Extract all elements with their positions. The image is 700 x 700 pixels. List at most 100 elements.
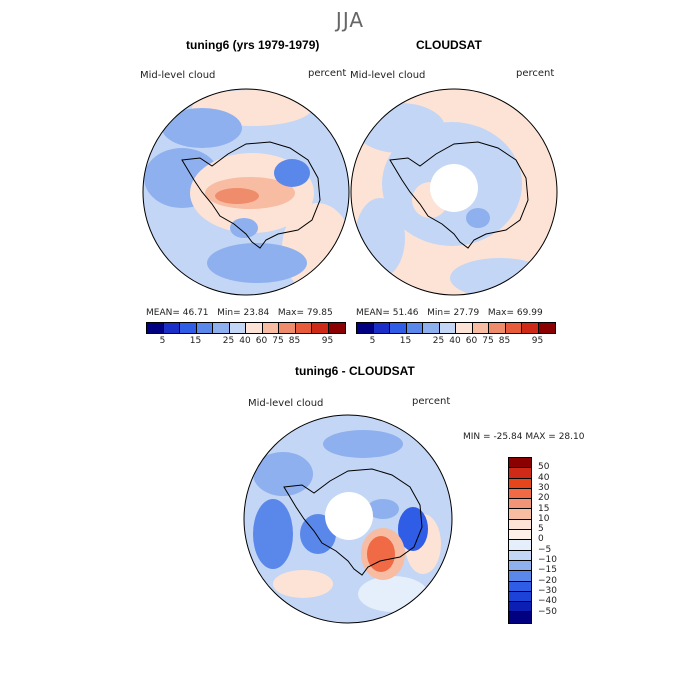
panel2-polar-map [350,88,558,296]
colorbar-swatch [509,468,531,479]
colorbar-swatch [522,323,539,333]
map2-anomaly-south [450,258,550,295]
colorbar-swatch [472,323,489,333]
map3-high-core [367,536,395,572]
colorbar-swatch [509,530,531,541]
colorbar-swatch [147,323,164,333]
panel2-min-label: Min= [427,308,451,318]
map3-low-region-east [398,507,428,551]
colorbar-tick-label: −50 [538,606,557,617]
colorbar-tick-label: −15 [538,565,557,576]
panel3-min-value: -25.84 [493,432,523,442]
map1-anomaly-south [207,243,307,283]
colorbar-tick-label: 0 [538,534,544,545]
panel1-min-value: 23.84 [243,308,270,318]
colorbar-tick-label: 15 [538,503,550,514]
colorbar-swatch [509,499,531,510]
colorbar-swatch [295,323,312,333]
colorbar-tick-label: 15 [399,336,412,346]
colorbar-tick-label: −5 [538,544,552,555]
colorbar-swatch [509,488,531,500]
panel1-stats: MEAN= 46.71 Min= 23.84 Max= 79.85 [146,308,333,318]
panel1-max-label: Max= [277,308,305,318]
panel1-polar-map [142,88,350,296]
season-title: JJA [335,8,365,32]
colorbar-swatch [489,323,506,333]
colorbar-swatch [509,571,531,582]
colorbar-swatch [538,323,555,333]
panel2-max-value: 69.99 [516,308,543,318]
colorbar-tick-label: 85 [498,336,511,346]
map2-missing-data-pole [430,164,478,212]
colorbar-swatch [509,591,531,603]
colorbar-tick-label: 60 [255,336,268,346]
map3-anomaly-southwest [273,570,333,598]
map3-missing-data-pole [325,492,373,540]
panel1-max-value: 79.85 [306,308,333,318]
colorbar-swatch [246,323,263,333]
colorbar-swatch [509,540,531,551]
colorbar-swatch [509,458,531,469]
colorbar-tick-label: 25 [432,336,445,346]
colorbar-tick-label: 5 [538,524,544,535]
map1-peak-core [215,188,259,204]
colorbar-tick-label: −10 [538,555,557,565]
colorbar-swatch [439,323,456,333]
map3-anomaly-west [253,499,293,569]
colorbar-swatch [509,581,531,592]
colorbar-swatch [509,560,531,572]
colorbar-swatch [279,323,296,333]
colorbar-tick-label: 60 [465,336,478,346]
colorbar-swatch [262,323,279,333]
map3-low-region-north [367,499,399,519]
panel2-units: percent [516,68,555,79]
panel1-units: percent [308,68,347,79]
map2-boundary [350,88,558,296]
panel2-colorbar [356,322,556,334]
colorbar-tick-label: 75 [482,336,494,346]
colorbar-swatch [229,323,246,333]
colorbar-tick-label: 40 [538,472,550,483]
map1-low-region-south [230,218,258,238]
map1-anomaly-northwest [162,108,242,148]
panel1-mean-label: MEAN= [146,308,180,318]
colorbar-tick-label: 5 [159,336,166,346]
panel1-title: tuning6 (yrs 1979-1979) [186,38,320,52]
panel3-stats: MIN = -25.84 MAX = 28.10 [463,432,584,442]
colorbar-swatch [509,519,531,531]
colorbar-tick-label: 15 [189,336,202,346]
panel3-field-label: Mid-level cloud [248,398,324,409]
colorbar-tick-label: 10 [538,513,550,524]
colorbar-tick-label: −30 [538,585,557,596]
colorbar-swatch [423,323,440,333]
panel3-polar-map [243,414,453,624]
map3-anomaly-south [358,576,428,612]
colorbar-tick-label: 40 [239,336,251,346]
colorbar-swatch [509,602,531,613]
panel1-min-label: Min= [217,308,241,318]
colorbar-tick-label: 40 [449,336,461,346]
panel3-min-label: MIN = [463,432,491,442]
colorbar-swatch [509,612,531,623]
colorbar-tick-label: 30 [538,482,550,493]
colorbar-tick-label: 85 [288,336,301,346]
colorbar-tick-label: −20 [538,575,557,586]
map3-anomaly-north [323,430,403,458]
map2-low-region [466,208,490,228]
panel3-units: percent [412,396,451,407]
colorbar-swatch [509,550,531,561]
panel1-field-label: Mid-level cloud [140,70,216,81]
panel2-mean-label: MEAN= [356,308,390,318]
colorbar-swatch [373,323,390,333]
panel1-colorbar [146,322,346,334]
map3-anomaly-northwest [253,452,313,496]
colorbar-swatch [196,323,213,333]
map1-low-region [274,159,310,187]
colorbar-tick-label: 95 [321,336,334,346]
colorbar-swatch [509,509,531,520]
colorbar-tick-label: 75 [272,336,284,346]
map3-coastline [283,468,423,576]
colorbar-tick-label: −40 [538,596,557,607]
colorbar-swatch [390,323,407,333]
colorbar-swatch [312,323,329,333]
